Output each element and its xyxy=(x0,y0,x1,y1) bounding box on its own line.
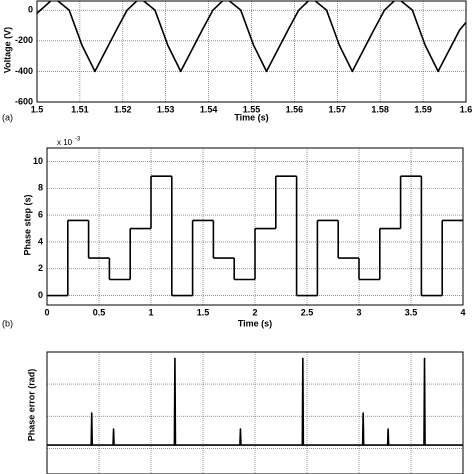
x-tick-label: 3 xyxy=(356,307,361,317)
x-tick-label: 4 xyxy=(460,307,465,317)
x-tick-label: 1.55 xyxy=(243,104,261,114)
panel-label: (a) xyxy=(2,112,13,122)
plot-frame xyxy=(36,0,467,103)
x-tick-label: 1.53 xyxy=(157,104,175,114)
y-tick-label: 8 xyxy=(38,183,43,193)
x-tick-label: 1.56 xyxy=(286,104,304,114)
y-tick-label: 6 xyxy=(38,209,43,219)
y-tick-label: 2 xyxy=(38,263,43,273)
y-tick-label: -400 xyxy=(15,66,33,76)
x-tick-label: 1.52 xyxy=(114,104,132,114)
y-axis-label: Phase step (s) xyxy=(22,194,32,255)
x-tick-label: 1 xyxy=(148,307,153,317)
plot-frame xyxy=(46,147,464,306)
axis-multiplier-exponent: -3 xyxy=(75,137,81,143)
y-tick-label: -600 xyxy=(15,96,33,106)
x-tick-label: 2 xyxy=(252,307,257,317)
x-axis-label: Time (s) xyxy=(238,318,272,328)
y-axis-label: Phase error (rad) xyxy=(26,369,36,442)
y-tick-label: -200 xyxy=(15,35,33,45)
y-tick-label: 4 xyxy=(38,236,43,246)
axis-multiplier: x 10 xyxy=(57,138,73,147)
x-tick-label: 1.5 xyxy=(31,104,44,114)
x-tick-label: 1.59 xyxy=(414,104,432,114)
y-axis-label: Voltage (V) xyxy=(2,27,12,73)
y-tick-label: 0 xyxy=(28,5,33,15)
x-axis-label: Time (s) xyxy=(234,112,268,122)
y-tick-label: 10 xyxy=(33,156,43,166)
data-line xyxy=(47,357,463,446)
x-tick-label: 1.5 xyxy=(197,307,210,317)
x-tick-label: 1.51 xyxy=(71,104,89,114)
y-tick-label: 0 xyxy=(38,290,43,300)
plot-area xyxy=(37,1,466,73)
plot-frame xyxy=(46,351,464,474)
data-line xyxy=(37,1,466,73)
panel-label: (b) xyxy=(2,318,13,328)
x-tick-label: 1.58 xyxy=(371,104,389,114)
x-tick-label: 2.5 xyxy=(301,307,314,317)
plot-area xyxy=(47,175,463,297)
x-tick-label: 0 xyxy=(44,307,49,317)
x-tick-label: 1.6 xyxy=(460,104,473,114)
x-tick-label: 1.54 xyxy=(200,104,218,114)
plot-area xyxy=(47,357,463,446)
x-tick-label: 3.5 xyxy=(405,307,418,317)
x-tick-label: 0.5 xyxy=(93,307,106,317)
x-tick-label: 1.57 xyxy=(329,104,347,114)
